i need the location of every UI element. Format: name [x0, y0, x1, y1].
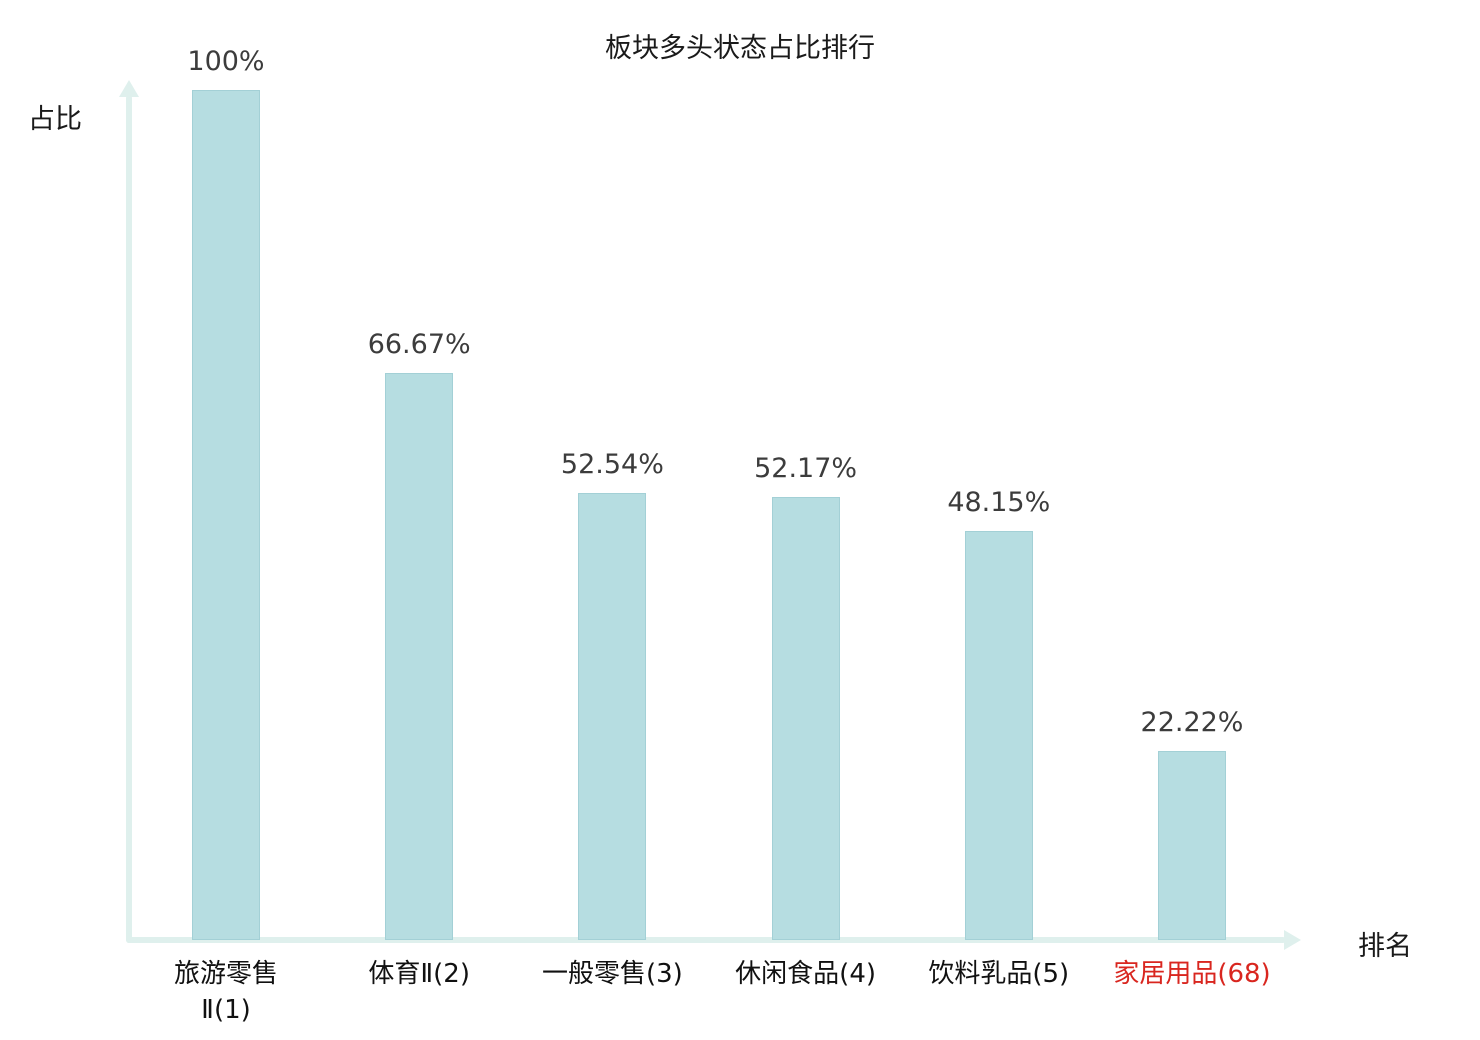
category-label-line: 体育Ⅱ(2): [368, 959, 470, 989]
category-label-line: 休闲食品(4): [735, 959, 877, 989]
x-axis: [126, 937, 1286, 943]
bar: [1158, 751, 1226, 940]
category-label: 家居用品(68): [1062, 956, 1322, 992]
y-axis: [126, 95, 132, 943]
y-axis-arrow-icon: [119, 80, 139, 97]
category-label-line: 饮料乳品(5): [928, 959, 1070, 989]
bar-value-label: 66.67%: [367, 329, 471, 361]
bar: [964, 530, 1033, 940]
x-axis-label: 排名: [1358, 931, 1412, 962]
bar: [192, 90, 260, 940]
x-axis-arrow-icon: [1284, 930, 1301, 950]
bar-value-label: 52.54%: [560, 449, 664, 481]
bar-value-label: 22.22%: [1140, 707, 1244, 739]
chart-title: 板块多头状态占比排行: [605, 33, 875, 64]
bar: [385, 373, 454, 940]
y-axis-label: 占比: [28, 104, 82, 135]
category-label-line: Ⅱ(1): [201, 995, 251, 1025]
category-label: 旅游零售 Ⅱ(1): [96, 956, 356, 1028]
category-label: 体育Ⅱ(2): [289, 956, 549, 992]
bar-value-label: 52.17%: [754, 452, 858, 484]
bar: [771, 496, 840, 940]
bar-value-label: 48.15%: [947, 486, 1051, 518]
category-label-line: 家居用品(68): [1113, 959, 1271, 989]
category-label-line: 一般零售(3): [541, 959, 683, 989]
category-label: 饮料乳品(5): [869, 956, 1129, 992]
bar-value-label: 100%: [187, 46, 265, 77]
category-label-line: 旅游零售: [173, 959, 278, 989]
bar: [578, 493, 647, 940]
category-label: 一般零售(3): [482, 956, 742, 992]
category-label: 休闲食品(4): [676, 956, 936, 992]
